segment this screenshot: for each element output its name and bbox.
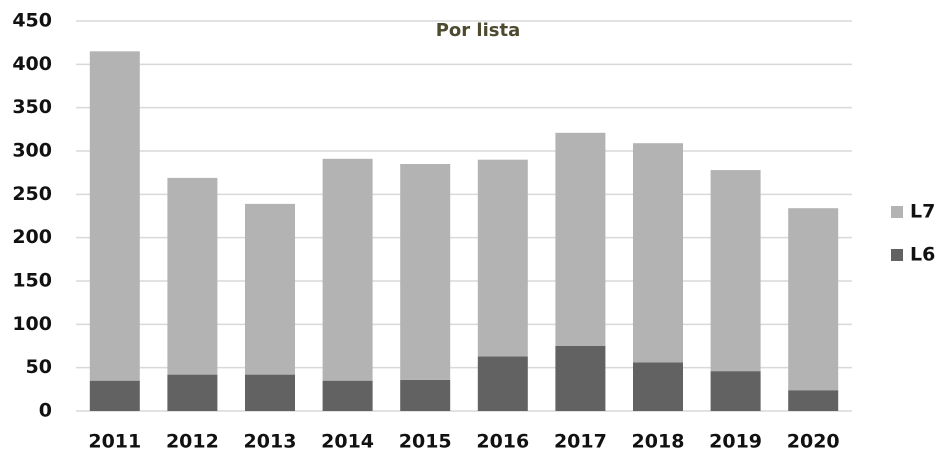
bar-segment bbox=[167, 177, 218, 375]
bar-segment bbox=[788, 208, 839, 391]
bar-segment bbox=[555, 132, 606, 346]
y-tick-label: 200 bbox=[12, 226, 52, 248]
bar-segment bbox=[710, 170, 761, 372]
x-tick-label: 2020 bbox=[787, 431, 840, 453]
bar-segment bbox=[245, 203, 295, 375]
chart-title: Por lista bbox=[436, 20, 521, 41]
bar-segment bbox=[322, 158, 373, 381]
y-tick-label: 300 bbox=[12, 140, 52, 162]
x-tick-label: 2017 bbox=[554, 431, 607, 453]
legend-swatch bbox=[891, 249, 903, 261]
bar-segment bbox=[555, 346, 606, 411]
bar-segment bbox=[710, 371, 761, 411]
bar-segment bbox=[477, 159, 528, 357]
x-tick-label: 2013 bbox=[244, 431, 297, 453]
bar-segment bbox=[245, 374, 295, 411]
y-tick-label: 150 bbox=[12, 270, 52, 292]
y-tick-label: 50 bbox=[26, 356, 52, 378]
x-tick-label: 2014 bbox=[321, 431, 374, 453]
legend-label: L7 bbox=[910, 201, 935, 223]
x-tick-label: 2018 bbox=[632, 431, 685, 453]
y-tick-label: 450 bbox=[12, 10, 52, 32]
x-tick-label: 2012 bbox=[166, 431, 219, 453]
bar-segment bbox=[89, 380, 140, 411]
bar-segment bbox=[477, 356, 528, 411]
y-tick-label: 100 bbox=[12, 313, 52, 335]
x-tick-label: 2019 bbox=[709, 431, 762, 453]
bar-segment bbox=[633, 362, 683, 411]
bar-segment bbox=[400, 379, 451, 411]
y-tick-label: 250 bbox=[12, 183, 52, 205]
y-tick-label: 350 bbox=[12, 96, 52, 118]
bar-segment bbox=[788, 390, 839, 411]
bar-segment bbox=[167, 374, 218, 411]
y-tick-label: 400 bbox=[12, 53, 52, 75]
y-tick-label: 0 bbox=[39, 400, 52, 422]
bar-segment bbox=[633, 143, 683, 363]
x-tick-label: 2011 bbox=[88, 431, 141, 453]
legend-swatch bbox=[891, 206, 903, 218]
x-tick-label: 2016 bbox=[476, 431, 529, 453]
bar-segment bbox=[89, 51, 140, 381]
bar-segment bbox=[400, 164, 451, 380]
legend-label: L6 bbox=[910, 244, 935, 266]
bar-segment bbox=[322, 380, 373, 411]
x-tick-label: 2015 bbox=[399, 431, 452, 453]
